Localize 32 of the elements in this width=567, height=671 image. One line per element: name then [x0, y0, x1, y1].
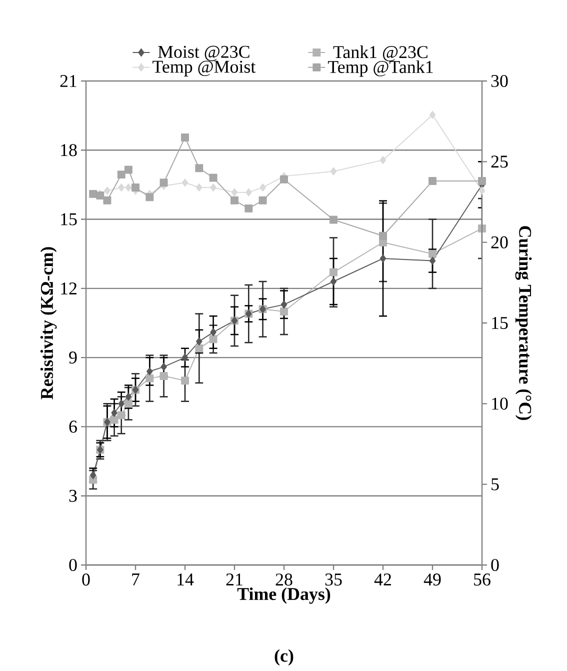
legend-label: Temp @Moist: [152, 60, 256, 76]
y2-tick-label: 30: [491, 74, 508, 88]
y2-tick-label: 20: [491, 236, 508, 248]
x-tick-label: 14: [178, 574, 194, 586]
y2-tick-label: 5: [492, 478, 499, 490]
y2-tick-label: 0: [491, 558, 499, 572]
legend-label: Tank1 @23C: [333, 46, 428, 62]
x-tick-label: 56: [474, 574, 490, 586]
x-tick-label: 21: [226, 574, 242, 586]
x-axis-title: Time (Days): [237, 587, 330, 604]
x-tick-label: 7: [132, 574, 140, 586]
y-axis-title: Resistivity (KΩ-cm): [40, 247, 57, 400]
y-tick-label: 15: [61, 213, 77, 226]
y-tick-label: 21: [60, 75, 76, 87]
y2-tick-label: 15: [492, 316, 508, 329]
x-tick-label: 0: [82, 574, 90, 586]
y2-tick-label: 25: [491, 156, 508, 168]
y-tick-label: 0: [69, 558, 77, 572]
x-tick-label: 42: [374, 574, 391, 586]
y2-tick-label: 10: [492, 398, 508, 410]
y-tick-label: 18: [61, 144, 77, 156]
y-tick-label: 6: [69, 420, 77, 433]
x-tick-label: 28: [276, 574, 292, 586]
x-tick-label: 49: [424, 574, 441, 586]
y2-axis-title: Curing Temperature (°C): [515, 226, 532, 420]
y-tick-label: 12: [61, 282, 76, 294]
y-tick-label: 3: [69, 490, 77, 502]
y-tick-label: 9: [69, 352, 77, 364]
x-tick-label: 35: [325, 574, 342, 586]
legend-label: Moist @23C: [158, 46, 250, 62]
legend-label: Temp @Tank1: [328, 60, 433, 77]
text: (c): [274, 649, 294, 666]
